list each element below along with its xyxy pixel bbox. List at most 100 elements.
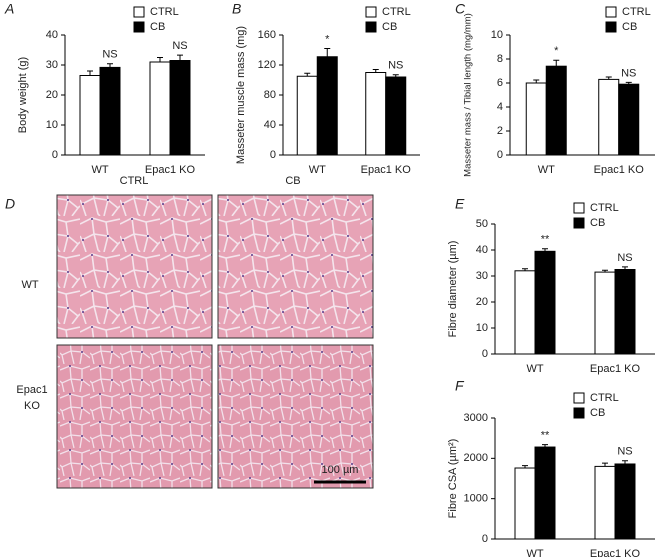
legend-swatch <box>133 21 145 33</box>
x-tick-label: WT <box>309 164 326 176</box>
bar <box>614 269 636 355</box>
legend-label: CB <box>150 21 165 33</box>
legend-label: CB <box>590 217 605 229</box>
panel-letter: D <box>5 196 15 212</box>
bar <box>534 250 556 355</box>
error-bar <box>622 266 628 270</box>
y-tick-label: 120 <box>258 59 276 71</box>
row-label: WT <box>21 279 38 291</box>
annotation: ** <box>541 234 550 246</box>
y-tick-label: 10 <box>491 29 503 41</box>
y-tick-label: 6 <box>497 77 503 89</box>
panel-letter: B <box>232 1 241 17</box>
y-axis-label: Fibre diameter (µm) <box>447 241 459 338</box>
scale-bar-label: 100 µm <box>322 464 359 476</box>
bar <box>545 65 567 156</box>
bar <box>79 75 101 156</box>
row-label: Epac1 KO <box>16 384 48 412</box>
legend-label: CB <box>382 21 397 33</box>
legend-label: CTRL <box>622 6 651 18</box>
bar <box>365 72 387 156</box>
y-tick-label: 20 <box>476 296 488 308</box>
bar <box>514 467 536 540</box>
y-axis-label: Fibre CSA (µm²) <box>447 439 459 519</box>
bar <box>598 78 620 156</box>
y-tick-label: 0 <box>482 348 488 360</box>
y-tick-label: 40 <box>46 29 58 41</box>
micrograph <box>217 194 374 339</box>
legend-label: CTRL <box>590 202 619 214</box>
legend-swatch <box>573 407 585 419</box>
error-bar <box>605 76 612 80</box>
y-tick-label: 0 <box>270 149 276 161</box>
y-tick-label: 50 <box>476 218 488 230</box>
y-tick-label: 0 <box>52 149 58 161</box>
bar <box>525 82 547 156</box>
panel-letter: F <box>455 378 465 394</box>
y-tick-label: 8 <box>497 53 503 65</box>
error-bar <box>553 59 560 67</box>
bar <box>316 56 338 156</box>
y-tick-label: 30 <box>46 59 58 71</box>
y-tick-label: 2 <box>497 125 503 137</box>
y-tick-label: 30 <box>476 270 488 282</box>
annotation: * <box>554 45 559 57</box>
error-bar <box>87 70 93 76</box>
legend-label: CB <box>622 21 637 33</box>
legend-swatch <box>573 392 585 404</box>
y-tick-label: 3000 <box>464 412 488 424</box>
annotation: NS <box>617 252 632 264</box>
error-bar <box>157 57 163 62</box>
error-bar <box>542 444 548 448</box>
micrograph <box>56 194 213 339</box>
annotation: * <box>325 33 330 45</box>
bar <box>594 271 616 355</box>
annotation: NS <box>172 40 187 52</box>
y-tick-label: 2000 <box>464 452 488 464</box>
y-tick-label: 0 <box>482 533 488 545</box>
bar <box>534 446 556 540</box>
y-tick-label: 160 <box>258 29 276 41</box>
legend-swatch <box>365 6 377 18</box>
legend-swatch <box>133 6 145 18</box>
error-bar <box>372 69 379 73</box>
error-bar <box>304 72 311 77</box>
x-tick-label: WT <box>91 164 108 176</box>
bar <box>149 61 171 156</box>
y-tick-label: 20 <box>46 89 58 101</box>
bar <box>385 76 407 156</box>
x-tick-label: Epac1 KO <box>594 164 645 176</box>
y-axis-label: Masseter muscle mass (mg) <box>235 26 247 164</box>
error-bar <box>542 248 548 252</box>
error-bar <box>602 462 608 467</box>
bar <box>614 463 636 540</box>
column-label: CB <box>285 175 300 187</box>
error-bar <box>324 48 331 57</box>
bar <box>169 60 191 156</box>
error-bar <box>522 268 528 271</box>
legend-swatch <box>365 21 377 33</box>
x-tick-label: WT <box>538 164 555 176</box>
legend-label: CB <box>590 407 605 419</box>
error-bar <box>625 81 632 85</box>
x-tick-label: Epac1 KO <box>590 363 641 375</box>
error-bar <box>177 54 183 61</box>
error-bar <box>622 460 628 464</box>
x-tick-label: Epac1 KO <box>361 164 412 176</box>
micrograph <box>56 344 213 489</box>
annotation: NS <box>617 446 632 458</box>
error-bar <box>392 74 399 77</box>
y-tick-label: 0 <box>497 149 503 161</box>
panel-letter: E <box>455 196 465 212</box>
column-label: CTRL <box>120 175 149 187</box>
legend-swatch <box>573 202 585 214</box>
bar <box>618 83 640 156</box>
bar <box>296 75 318 156</box>
bar <box>99 66 121 156</box>
bar <box>514 270 536 355</box>
legend-label: CTRL <box>382 6 411 18</box>
x-tick-label: WT <box>526 363 543 375</box>
y-tick-label: 1000 <box>464 493 488 505</box>
